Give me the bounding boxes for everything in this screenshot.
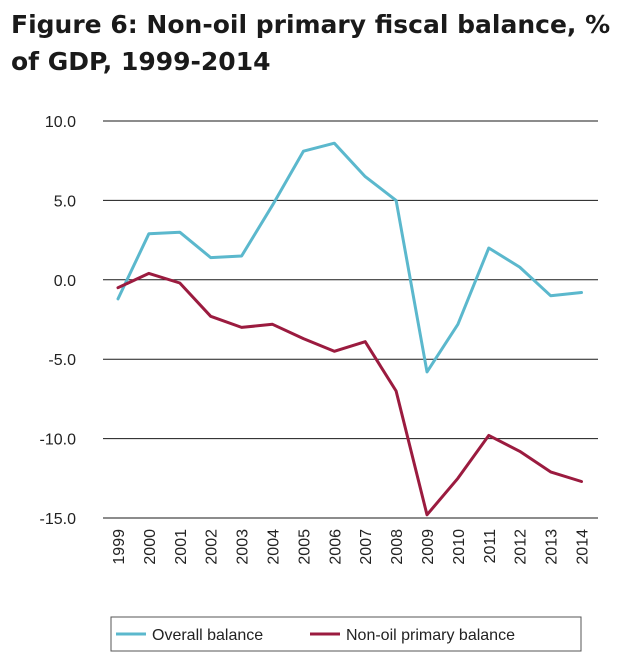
y-tick-label: -15.0 bbox=[40, 511, 77, 528]
x-tick-label: 2006 bbox=[327, 529, 344, 565]
series-line-non-oil-primary-balance bbox=[116, 271, 583, 517]
x-tick-label: 1999 bbox=[111, 529, 128, 565]
gridlines bbox=[103, 120, 598, 519]
y-tick-label: -10.0 bbox=[40, 432, 77, 449]
y-axis-ticks: 10.0 5.0 0.0 -5.0 -10.0 -15.0 bbox=[40, 114, 77, 528]
x-tick-label: 2003 bbox=[235, 529, 252, 565]
x-tick-label: 2012 bbox=[513, 529, 530, 565]
x-tick-label: 2011 bbox=[482, 529, 499, 564]
y-tick-label: -5.0 bbox=[48, 352, 76, 369]
legend-box bbox=[110, 616, 582, 652]
x-tick-label: 2013 bbox=[544, 529, 561, 565]
x-tick-label: 2004 bbox=[266, 529, 283, 565]
x-tick-label: 2008 bbox=[389, 529, 406, 565]
series-line-overall-balance bbox=[116, 141, 583, 374]
x-tick-label: 2005 bbox=[296, 529, 313, 565]
legend-label: Non-oil primary balance bbox=[346, 627, 515, 644]
x-tick-label: 2009 bbox=[420, 529, 437, 565]
x-tick-label: 2007 bbox=[358, 529, 375, 565]
y-tick-label: 0.0 bbox=[54, 273, 76, 290]
x-tick-label: 2002 bbox=[204, 529, 221, 565]
legend: Overall balance Non-oil primary balance bbox=[110, 616, 582, 652]
legend-label: Overall balance bbox=[152, 627, 263, 644]
chart-title: Figure 6: Non-oil primary fiscal balance… bbox=[11, 10, 611, 76]
x-axis-ticks: 1999 2000 2001 2002 2003 2004 2005 2006 2007 2008… bbox=[111, 529, 592, 565]
x-tick-label: 2001 bbox=[173, 529, 190, 565]
y-tick-label: 10.0 bbox=[45, 114, 76, 131]
x-tick-label: 2010 bbox=[451, 529, 468, 565]
series-lines bbox=[116, 141, 583, 517]
x-tick-label: 2014 bbox=[575, 529, 592, 565]
x-tick-label: 2000 bbox=[142, 529, 159, 565]
y-tick-label: 5.0 bbox=[54, 193, 76, 210]
